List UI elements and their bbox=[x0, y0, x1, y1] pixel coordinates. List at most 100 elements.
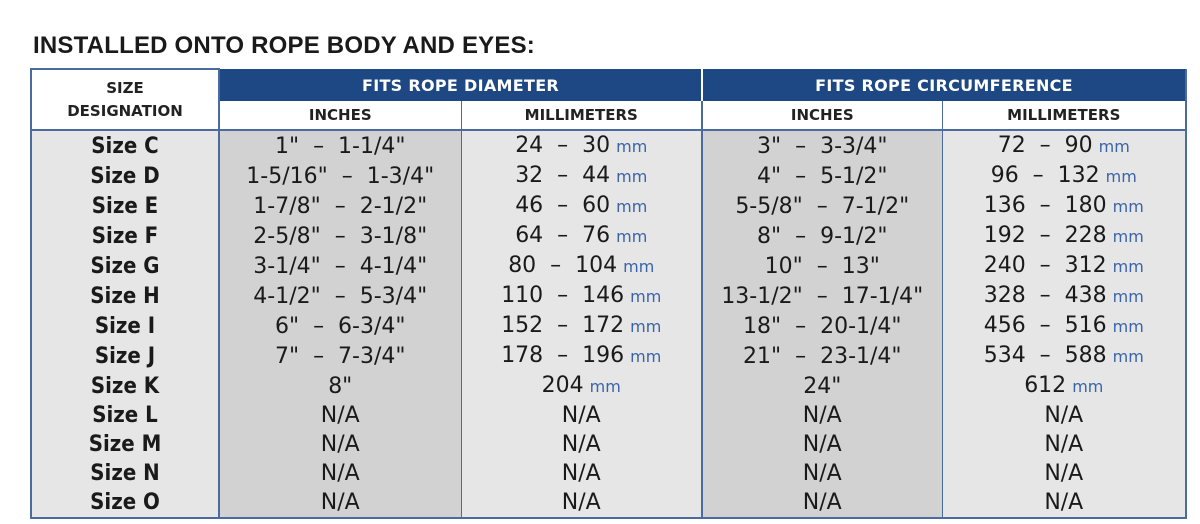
mm-unit-label: mm bbox=[589, 377, 621, 396]
circumference-inches-cell-value: 13-1/2" – 17-1/4" bbox=[721, 283, 924, 309]
mm-unit-label: mm bbox=[623, 257, 655, 276]
diameter-inches-cell: 7" – 7-3/4" bbox=[218, 341, 461, 371]
diameter-mm-cell-value: N/A bbox=[561, 461, 601, 486]
diameter-inches-cell: N/A bbox=[218, 401, 461, 430]
table-row: Size D 1-5/16" – 1-3/4" 32 – 44 mm 4" – 5-1/… bbox=[30, 161, 1188, 191]
diameter-inches-cell-value: N/A bbox=[320, 403, 360, 428]
circumference-mm-cell-value: 612 bbox=[1024, 373, 1067, 398]
circumference-mm-cell-value: 72 – 90 bbox=[997, 133, 1093, 158]
mm-unit-label: mm bbox=[1112, 227, 1144, 246]
diameter-inches-cell: 4-1/2" – 5-3/4" bbox=[218, 281, 461, 311]
circumference-inches-cell: 3" – 3-3/4" bbox=[701, 130, 943, 161]
mm-unit-label: mm bbox=[616, 227, 648, 246]
size-designation-cell: Size O bbox=[30, 488, 220, 519]
diameter-inches-cell: N/A bbox=[218, 459, 461, 488]
diameter-inches-cell: 1-7/8" – 2-1/2" bbox=[218, 191, 461, 221]
circumference-mm-cell: N/A bbox=[941, 459, 1188, 488]
circumference-inches-cell: 8" – 9-1/2" bbox=[701, 221, 943, 251]
circumference-inches-cell-value: N/A bbox=[802, 432, 842, 457]
table-row: Size F 2-5/8" – 3-1/8" 64 – 76 mm 8" – 9-1/2… bbox=[30, 221, 1188, 251]
circumference-inches-cell: 5-5/8" – 7-1/2" bbox=[701, 191, 943, 221]
circumference-mm-cell-value: 456 – 516 bbox=[983, 313, 1107, 338]
mm-unit-label: mm bbox=[630, 317, 662, 336]
size-designation-cell: Size J bbox=[30, 341, 220, 371]
diameter-inches-cell-value: 6" – 6-3/4" bbox=[274, 313, 406, 339]
diameter-mm-cell-value: N/A bbox=[561, 490, 601, 515]
table-row: Size E 1-7/8" – 2-1/2" 46 – 60 mm 5-5/8" – 7… bbox=[30, 191, 1188, 221]
diameter-inches-cell: 3-1/4" – 4-1/4" bbox=[218, 251, 461, 281]
circumference-mm-cell-value: N/A bbox=[1044, 490, 1084, 515]
diameter-mm-cell: 152 – 172 mm bbox=[460, 311, 703, 341]
table-row: Size M N/A N/A N/A N/A bbox=[30, 430, 1188, 459]
diameter-mm-cell: 110 – 146 mm bbox=[460, 281, 703, 311]
circumference-mm-cell: N/A bbox=[941, 488, 1188, 519]
diameter-mm-cell: N/A bbox=[460, 459, 703, 488]
size-designation-cell: Size I bbox=[30, 311, 220, 341]
table-row: Size I 6" – 6-3/4" 152 – 172 mm 18" – 20-1/4… bbox=[30, 311, 1188, 341]
circumference-mm-cell: 534 – 588 mm bbox=[941, 341, 1188, 371]
size-header-line1: SIZE bbox=[106, 78, 144, 97]
circumference-mm-cell: 136 – 180 mm bbox=[941, 191, 1188, 221]
mm-unit-label: mm bbox=[616, 137, 648, 156]
size-designation-cell: Size F bbox=[30, 221, 220, 251]
circumference-inches-cell-value: N/A bbox=[802, 403, 842, 428]
diameter-inches-cell: 2-5/8" – 3-1/8" bbox=[218, 221, 461, 251]
circumference-mm-cell-value: 240 – 312 bbox=[983, 253, 1107, 278]
diameter-mm-cell-value: 110 – 146 bbox=[501, 283, 625, 308]
size-header-line2: DESIGNATION bbox=[67, 101, 183, 120]
diameter-mm-cell: 46 – 60 mm bbox=[460, 191, 703, 221]
diameter-mm-cell-value: 80 – 104 bbox=[508, 253, 618, 278]
circumference-mm-cell: 72 – 90 mm bbox=[941, 130, 1188, 161]
diameter-inches-cell-value: 7" – 7-3/4" bbox=[274, 343, 406, 369]
diameter-inches-cell-value: 4-1/2" – 5-3/4" bbox=[253, 283, 428, 309]
mm-unit-label: mm bbox=[1105, 167, 1137, 186]
circumference-mm-cell-value: 328 – 438 bbox=[983, 283, 1107, 308]
circumference-inches-cell-value: N/A bbox=[802, 461, 842, 486]
mm-unit-label: mm bbox=[616, 167, 648, 186]
mm-unit-label: mm bbox=[1072, 377, 1104, 396]
circumference-mm-cell: 612 mm bbox=[941, 371, 1188, 401]
circumference-mm-cell-value: N/A bbox=[1044, 461, 1084, 486]
diameter-mm-cell-value: 24 – 30 bbox=[515, 133, 611, 158]
circumference-inches-cell: N/A bbox=[701, 459, 943, 488]
circumference-inches-cell-value: 10" – 13" bbox=[764, 253, 880, 279]
diameter-mm-cell: 80 – 104 mm bbox=[460, 251, 703, 281]
table-row: Size K 8" 204 mm 24" 612 mm bbox=[30, 371, 1188, 401]
table-row: Size N N/A N/A N/A N/A bbox=[30, 459, 1188, 488]
diameter-mm-cell: 24 – 30 mm bbox=[460, 130, 703, 161]
circumference-mm-cell: N/A bbox=[941, 430, 1188, 459]
circumference-inches-header: INCHES bbox=[701, 101, 943, 131]
diameter-inches-cell-value: N/A bbox=[320, 461, 360, 486]
circumference-inches-cell: N/A bbox=[701, 488, 943, 519]
diameter-mm-cell: N/A bbox=[460, 401, 703, 430]
diameter-mm-cell: 204 mm bbox=[460, 371, 703, 401]
circumference-inches-cell: 10" – 13" bbox=[701, 251, 943, 281]
diameter-inches-cell: 8" bbox=[218, 371, 461, 401]
circumference-mm-cell-value: N/A bbox=[1044, 432, 1084, 457]
table-row: Size J 7" – 7-3/4" 178 – 196 mm 21" – 23-1/4… bbox=[30, 341, 1188, 371]
page-title: INSTALLED ONTO ROPE BODY AND EYES: bbox=[33, 32, 535, 59]
diameter-mm-cell: 32 – 44 mm bbox=[460, 161, 703, 191]
diameter-mm-cell: 178 – 196 mm bbox=[460, 341, 703, 371]
diameter-mm-cell-value: 64 – 76 bbox=[515, 223, 611, 248]
circumference-inches-cell: 18" – 20-1/4" bbox=[701, 311, 943, 341]
diameter-mm-cell: N/A bbox=[460, 488, 703, 519]
diameter-mm-cell-value: N/A bbox=[561, 403, 601, 428]
circumference-mm-cell-value: 192 – 228 bbox=[983, 223, 1107, 248]
circumference-inches-cell-value: 8" – 9-1/2" bbox=[756, 223, 888, 249]
diameter-inches-cell: N/A bbox=[218, 430, 461, 459]
diameter-inches-cell: 1-5/16" – 1-3/4" bbox=[218, 161, 461, 191]
circumference-inches-cell-value: 4" – 5-1/2" bbox=[756, 163, 888, 189]
circumference-inches-cell-value: 3" – 3-3/4" bbox=[756, 133, 888, 159]
diameter-inches-cell-value: 3-1/4" – 4-1/4" bbox=[253, 253, 428, 279]
diameter-inches-cell: 6" – 6-3/4" bbox=[218, 311, 461, 341]
diameter-inches-cell: 1" – 1-1/4" bbox=[218, 130, 461, 161]
mm-unit-label: mm bbox=[1112, 257, 1144, 276]
circumference-mm-cell: N/A bbox=[941, 401, 1188, 430]
diameter-inches-cell-value: N/A bbox=[320, 432, 360, 457]
circumference-inches-cell-value: 5-5/8" – 7-1/2" bbox=[735, 193, 910, 219]
size-designation-cell: Size D bbox=[30, 161, 220, 191]
circumference-mm-cell: 192 – 228 mm bbox=[941, 221, 1188, 251]
diameter-inches-cell-value: 2-5/8" – 3-1/8" bbox=[253, 223, 428, 249]
size-designation-cell: Size H bbox=[30, 281, 220, 311]
